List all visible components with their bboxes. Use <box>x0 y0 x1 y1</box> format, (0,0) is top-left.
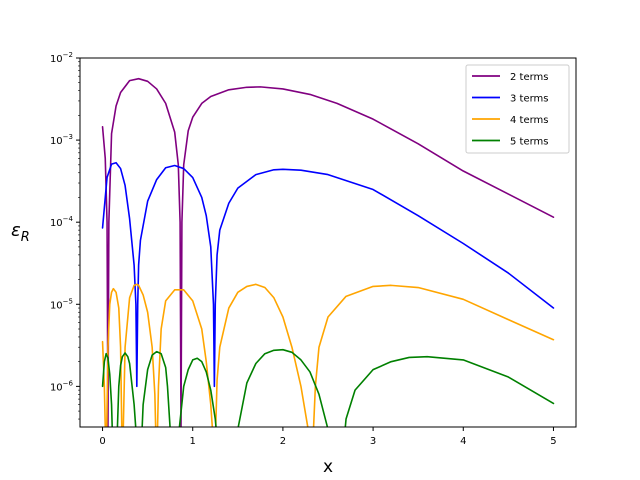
y-axis-label: εR <box>11 220 30 245</box>
y-axis-ticks: 10−6 10−5 10−4 10−3 10−2 <box>50 51 80 420</box>
x-tick-label: 5 <box>550 436 556 447</box>
x-axis-label: x <box>323 457 333 477</box>
legend-entries: 2 terms 3 terms 4 terms 5 terms <box>472 72 549 148</box>
legend-label: 3 terms <box>510 94 549 105</box>
y-tick-label: 10−3 <box>50 133 73 147</box>
plot-frame <box>79 57 577 428</box>
y-tick-label: 10−2 <box>50 51 73 65</box>
legend-box <box>465 64 570 154</box>
y-tick-label: 10−5 <box>50 297 73 311</box>
y-axis-label-main: ε <box>11 220 21 241</box>
series-line-2-terms <box>101 77 555 427</box>
legend: 2 terms 3 terms 4 terms 5 terms <box>465 64 570 154</box>
legend-label: 2 terms <box>510 72 549 83</box>
legend-label: 4 terms <box>510 115 549 126</box>
x-axis-ticks: 0 1 2 3 4 5 <box>99 427 557 447</box>
y-tick-label: 10−6 <box>50 379 74 393</box>
x-tick-label: 4 <box>460 436 466 447</box>
x-tick-label: 1 <box>190 436 196 447</box>
series-line-3-terms <box>101 161 555 388</box>
x-tick-label: 3 <box>370 436 376 447</box>
x-tick-label: 0 <box>99 436 105 447</box>
y-axis-label-subscript: R <box>21 230 30 245</box>
x-tick-label: 2 <box>280 436 286 447</box>
series-layer <box>101 77 555 427</box>
y-tick-label: 10−4 <box>50 215 74 229</box>
legend-label: 5 terms <box>510 137 549 148</box>
series-line-5-terms <box>101 348 555 427</box>
